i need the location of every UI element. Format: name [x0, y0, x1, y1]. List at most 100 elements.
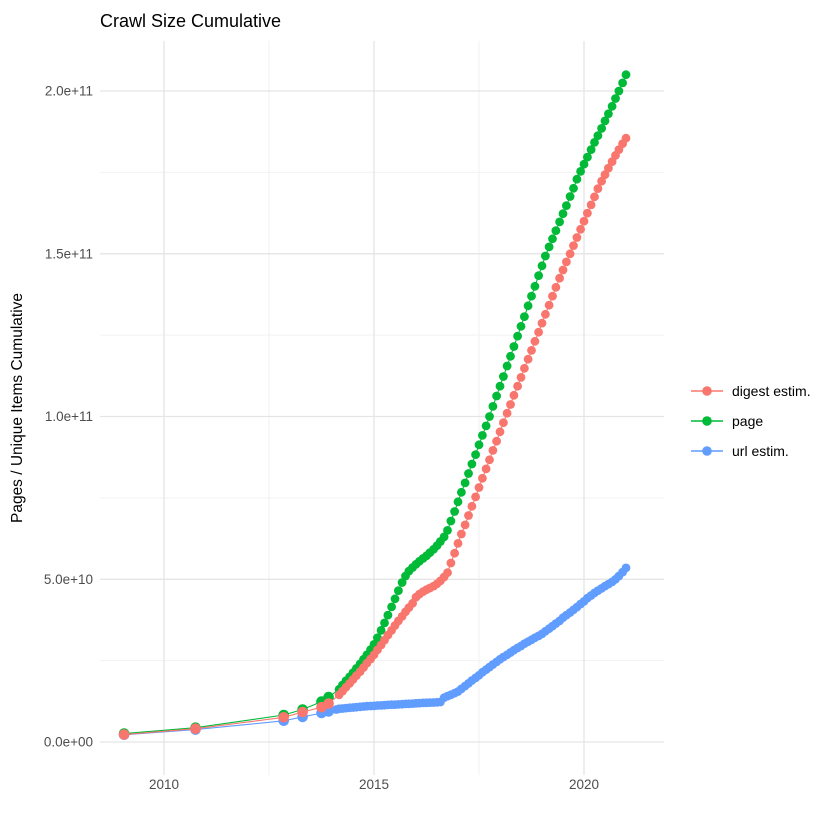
data-point	[586, 145, 596, 155]
data-point	[541, 309, 550, 319]
data-point	[593, 184, 603, 194]
y-tick-label: 0.0e+00	[44, 735, 93, 750]
data-point	[604, 109, 613, 119]
y-axis-title: Pages / Unique Items Cumulative	[9, 293, 26, 523]
data-point	[446, 516, 456, 526]
data-point	[544, 300, 554, 310]
data-point	[621, 70, 631, 80]
x-tick-label: 2020	[569, 777, 599, 792]
data-point	[474, 483, 484, 492]
data-point	[593, 131, 603, 141]
series-digest-estim	[118, 133, 631, 740]
data-point	[513, 331, 522, 341]
data-point	[516, 373, 526, 382]
chart-title: Crawl Size Cumulative	[100, 11, 281, 31]
data-point	[562, 257, 571, 267]
data-point	[506, 351, 515, 361]
data-point	[600, 170, 610, 180]
data-point	[488, 402, 498, 411]
data-point	[548, 291, 557, 301]
data-point	[569, 183, 578, 193]
data-point	[467, 459, 477, 469]
series-layer	[118, 70, 631, 741]
data-point	[464, 511, 473, 520]
data-point	[537, 318, 547, 328]
data-point	[597, 123, 606, 133]
legend-key-point	[702, 386, 712, 396]
data-point	[579, 216, 589, 226]
y-tick-label: 5.0e+10	[44, 572, 93, 587]
data-point	[583, 208, 592, 218]
data-point	[611, 94, 620, 103]
legend: digest estim. page url estim.	[691, 383, 811, 459]
data-point	[323, 698, 334, 709]
legend-item-url-estim: url estim.	[691, 443, 789, 459]
data-point	[527, 346, 536, 355]
data-point	[523, 301, 533, 311]
data-point	[481, 464, 491, 474]
legend-label: digest estim.	[732, 383, 811, 399]
data-point	[604, 163, 613, 173]
data-point	[530, 336, 540, 346]
data-point	[614, 86, 624, 96]
data-point	[544, 242, 554, 252]
data-point	[572, 233, 582, 242]
data-point	[509, 342, 519, 351]
data-point	[509, 390, 519, 400]
data-point	[530, 281, 540, 291]
data-point	[590, 138, 599, 147]
data-point	[485, 412, 494, 421]
data-point	[446, 558, 456, 568]
data-point	[520, 312, 529, 321]
data-point	[380, 618, 389, 628]
legend-key-point	[702, 446, 712, 456]
data-point	[576, 167, 585, 176]
data-point	[450, 548, 459, 558]
legend-item-page: page	[691, 413, 763, 429]
data-point	[572, 174, 582, 184]
x-tick-label: 2015	[359, 777, 389, 792]
legend-item-digest-estim: digest estim.	[691, 383, 811, 399]
data-point	[495, 427, 505, 437]
data-point	[502, 408, 512, 418]
data-point	[541, 251, 550, 261]
data-point	[569, 241, 578, 251]
y-tick-label: 1.0e+11	[45, 409, 93, 424]
data-point	[576, 224, 585, 234]
data-point	[450, 507, 459, 516]
data-point	[390, 594, 400, 604]
data-point	[534, 327, 543, 337]
data-point	[551, 282, 561, 292]
data-point	[607, 101, 617, 111]
data-point	[481, 421, 491, 431]
legend-label: page	[732, 413, 763, 429]
data-point	[492, 391, 501, 401]
data-point	[471, 450, 480, 459]
legend-label: url estim.	[732, 443, 789, 459]
data-point	[621, 133, 631, 143]
data-point	[597, 176, 606, 186]
data-point	[548, 234, 557, 244]
data-point	[551, 226, 561, 236]
data-point	[373, 633, 382, 643]
x-tick-labels: 2010 2015 2020	[149, 777, 599, 792]
data-point	[558, 209, 568, 219]
data-point	[558, 265, 568, 275]
data-point	[537, 261, 547, 271]
data-point	[583, 152, 592, 162]
data-point	[534, 271, 543, 280]
data-point	[376, 626, 386, 635]
data-point	[555, 217, 564, 227]
data-point	[600, 116, 610, 126]
series-url-estim	[118, 563, 631, 741]
data-point	[439, 532, 449, 542]
data-point	[278, 712, 290, 723]
data-point	[471, 492, 480, 502]
data-point	[586, 200, 596, 210]
data-point	[499, 372, 508, 381]
data-point	[516, 321, 526, 331]
gridlines	[100, 41, 664, 775]
data-point	[457, 487, 466, 497]
data-point	[467, 501, 477, 511]
